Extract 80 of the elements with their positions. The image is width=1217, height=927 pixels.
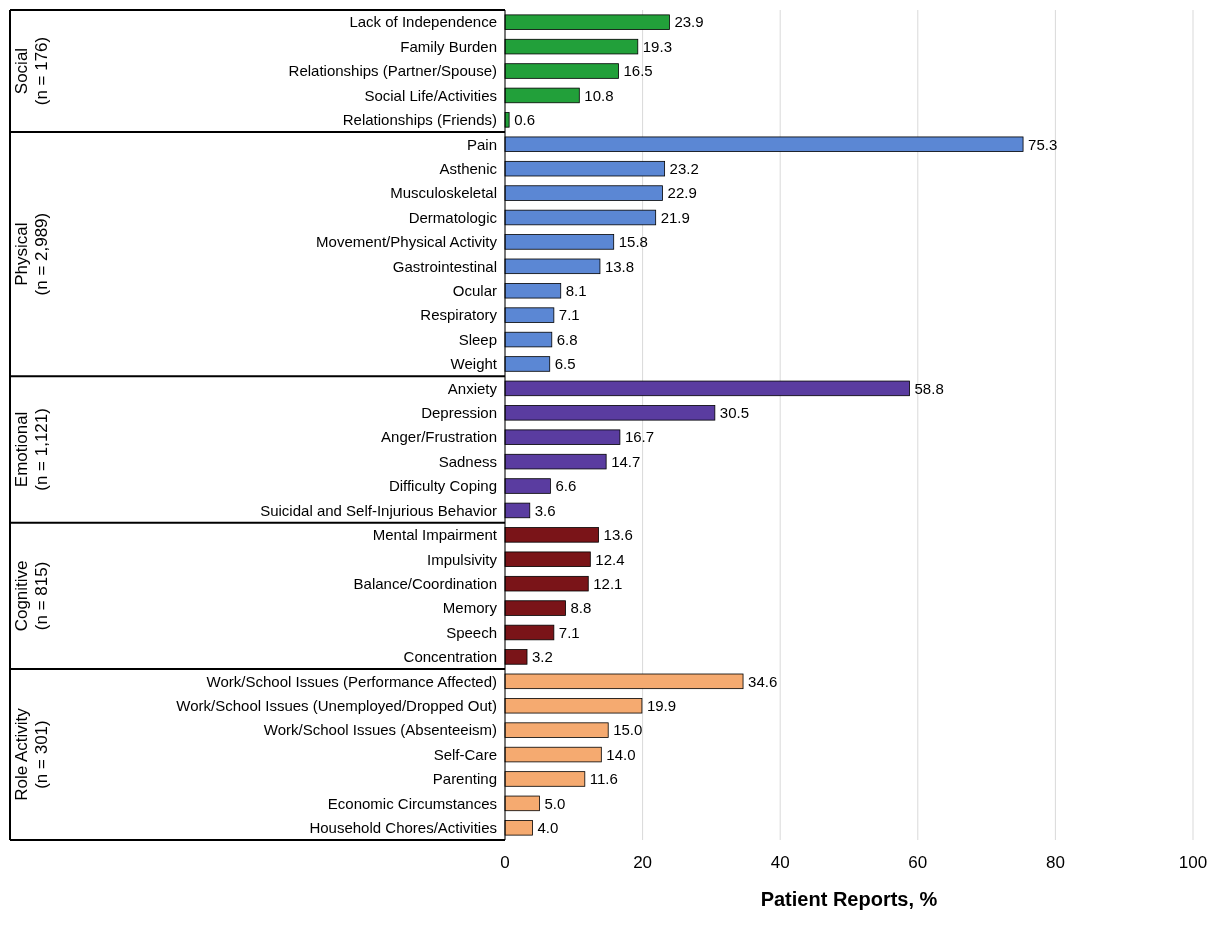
data-label: 15.0 — [613, 721, 643, 739]
data-label: 23.2 — [669, 159, 699, 177]
data-label: 6.5 — [554, 355, 576, 373]
data-label: 5.0 — [544, 794, 566, 812]
text: Emotional (n = 1,121) — [12, 408, 51, 491]
data-label: 12.4 — [595, 550, 625, 568]
data-label: 19.3 — [642, 37, 672, 55]
y-tick-label: Social Life/Activities — [364, 86, 497, 104]
data-label: 8.8 — [570, 599, 592, 617]
data-label: 0.6 — [514, 111, 535, 129]
y-tick-label: Pain — [466, 135, 497, 153]
text: Social (n = 176) — [12, 36, 51, 106]
y-tick-label: Balance/Coordination — [353, 574, 497, 592]
y-tick-label: Difficulty Coping — [388, 477, 497, 495]
y-tick-label: Anxiety — [447, 379, 498, 397]
x-tick-label: 60 — [908, 853, 928, 872]
x-tick-label: 20 — [633, 853, 653, 872]
data-label: 16.5 — [623, 62, 653, 80]
y-tick-label: Gastrointestinal — [392, 257, 497, 275]
data-label: 8.1 — [565, 281, 587, 299]
y-tick-label: Anger/Frustration — [381, 428, 497, 446]
y-tick-label: Parenting — [432, 770, 497, 788]
y-tick-label: Sleep — [458, 330, 497, 348]
data-label: 11.6 — [589, 770, 618, 788]
text: Role Activity (n = 301) — [12, 707, 51, 801]
y-tick-label: Relationships (Partner/Spouse) — [288, 62, 497, 80]
y-tick-label: Work/School Issues (Absenteeism) — [263, 721, 497, 739]
x-axis-title: Patient Reports, % — [760, 888, 938, 910]
y-tick-label: Depression — [421, 404, 497, 422]
y-tick-label: Dermatologic — [408, 208, 498, 226]
data-label: 23.9 — [674, 13, 704, 31]
y-tick-label: Impulsivity — [426, 550, 498, 568]
data-label: 22.9 — [667, 184, 697, 202]
data-label: 13.8 — [604, 257, 635, 275]
data-label: 6.6 — [555, 477, 577, 495]
y-tick-label: Speech — [446, 623, 497, 641]
y-tick-label: Respiratory — [420, 306, 498, 324]
data-label: 10.8 — [584, 86, 614, 104]
y-tick-label: Memory — [442, 599, 498, 617]
y-tick-label: Relationships (Friends) — [342, 111, 497, 129]
x-tick-label: 40 — [770, 853, 790, 872]
x-tick-label: 100 — [1178, 853, 1208, 872]
data-label: 4.0 — [537, 819, 559, 837]
data-label: 34.6 — [748, 672, 778, 690]
data-label: 19.9 — [646, 696, 677, 714]
y-tick-label: Economic Circumstances — [327, 794, 497, 812]
x-tick-label: 0 — [500, 853, 510, 872]
x-tick-label: 80 — [1045, 853, 1065, 872]
y-tick-label: Self-Care — [433, 745, 497, 763]
data-label: 12.1 — [593, 574, 623, 592]
data-label: 14.0 — [606, 745, 636, 763]
data-label: 13.6 — [603, 526, 633, 544]
text: Physical (n = 2,989) — [12, 212, 51, 296]
y-tick-label: Work/School Issues (Unemployed/Dropped Out) — [176, 696, 497, 714]
y-tick-label: Household Chores/Activities — [309, 819, 497, 837]
data-label: 75.3 — [1028, 135, 1058, 153]
data-label: 6.8 — [556, 330, 578, 348]
data-label: 21.9 — [660, 208, 690, 226]
y-tick-label: Weight — [450, 355, 498, 373]
y-tick-label: Work/School Issues (Performance Affected) — [206, 672, 497, 690]
text: Cognitive (n = 815) — [12, 560, 51, 632]
data-label: 3.6 — [534, 501, 556, 519]
y-tick-label: Asthenic — [439, 159, 498, 177]
data-label: 14.7 — [611, 452, 641, 470]
y-tick-label: Suicidal and Self-Injurious Behavior — [260, 501, 497, 519]
data-label: 15.8 — [618, 233, 648, 251]
data-label: 7.1 — [558, 623, 580, 641]
data-label: 16.7 — [624, 428, 655, 446]
data-label: 3.2 — [532, 648, 553, 666]
y-tick-label: Lack of Independence — [349, 13, 497, 31]
y-tick-label: Ocular — [452, 281, 497, 299]
data-label: 7.1 — [558, 306, 580, 324]
y-tick-label: Sadness — [438, 452, 497, 470]
data-label: 58.8 — [914, 379, 944, 397]
y-tick-label: Mental Impairment — [372, 526, 498, 544]
y-tick-label: Family Burden — [400, 37, 497, 55]
data-label: 30.5 — [719, 404, 750, 422]
y-tick-label: Musculoskeletal — [390, 184, 497, 202]
y-tick-label: Movement/Physical Activity — [316, 233, 498, 251]
y-tick-label: Concentration — [403, 648, 497, 666]
